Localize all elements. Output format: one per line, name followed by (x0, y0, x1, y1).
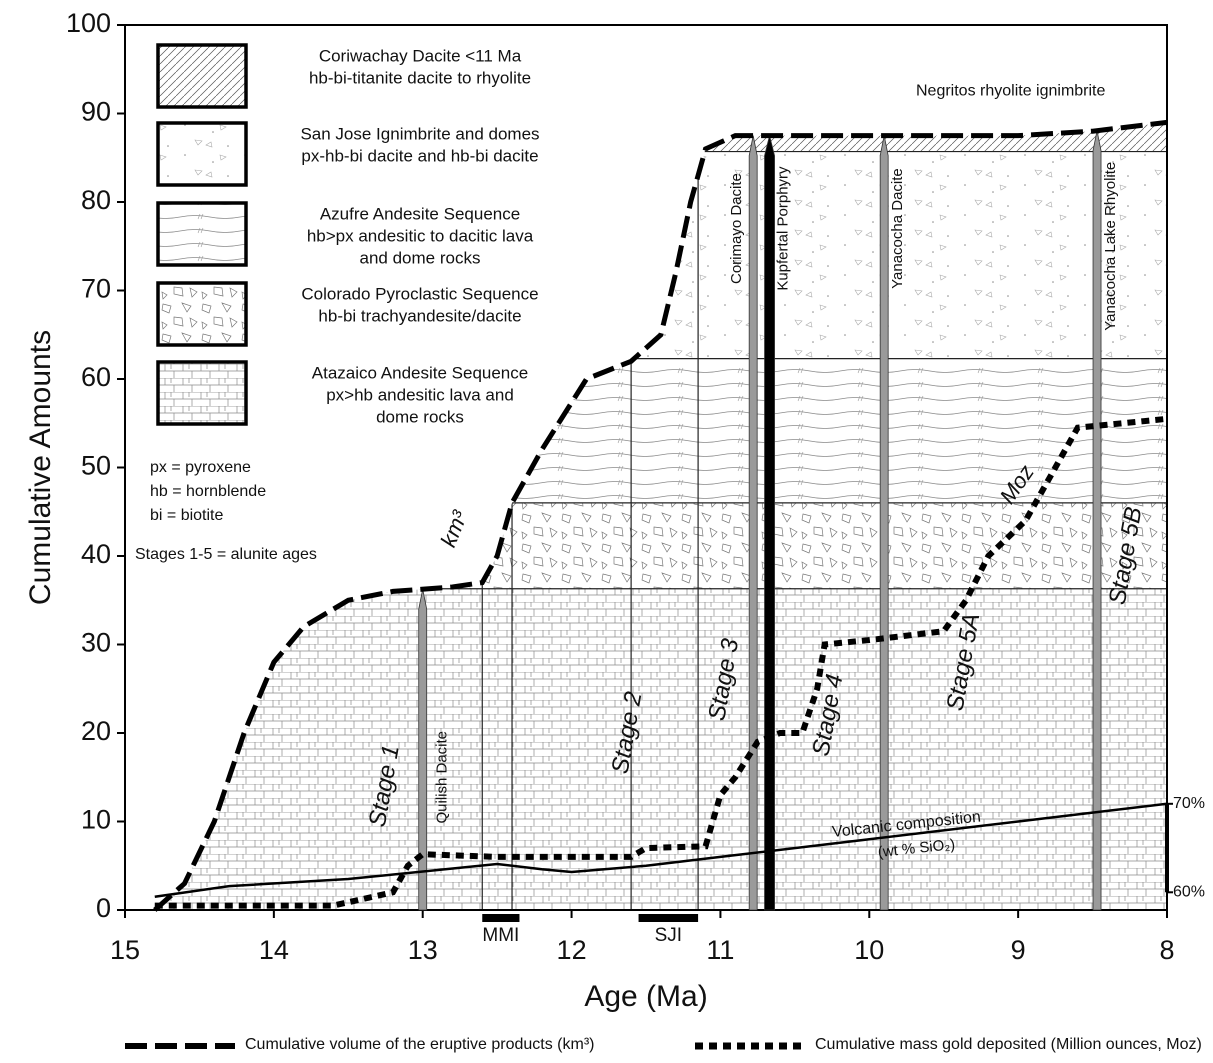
period-label: SJI (655, 925, 682, 946)
unit-text: hb>px andesitic to dacitic lava (307, 226, 534, 245)
note: hb = hornblende (150, 483, 266, 500)
period-label: MMI (482, 925, 519, 946)
legend-label: Cumulative mass gold deposited (Million … (815, 1036, 1202, 1053)
event-label: Corimayo Dacite (728, 173, 745, 284)
unit-swatch (156, 281, 248, 347)
event-bar (1092, 130, 1102, 911)
x-tick-label: 10 (854, 935, 884, 965)
x-axis-label: Age (Ma) (584, 980, 707, 1013)
y-tick-label: 50 (81, 451, 111, 481)
unit-swatch (156, 121, 248, 187)
unit-text: dome rocks (376, 407, 464, 426)
legend-label: Cumulative volume of the eruptive produc… (245, 1036, 594, 1053)
x-tick-label: 14 (259, 935, 289, 965)
unit-text: Azufre Andesite Sequence (320, 204, 520, 223)
period-bar (482, 914, 520, 922)
note: Stages 1-5 = alunite ages (135, 546, 317, 563)
y-tick-label: 90 (81, 97, 111, 127)
y-tick-label: 10 (81, 805, 111, 835)
unit-text: Atazaico Andesite Sequence (312, 363, 528, 382)
y-tick-label: 30 (81, 628, 111, 658)
x-tick-label: 15 (110, 935, 140, 965)
note: bi = biotite (150, 507, 223, 524)
note: px = pyroxene (150, 459, 251, 476)
y-tick-label: 70 (81, 274, 111, 304)
y-tick-label: 60 (81, 362, 111, 392)
event-label: Yanacocha Lake Rhyolite (1102, 162, 1119, 331)
y-tick-label: 100 (66, 8, 111, 38)
curve-label: km³ (435, 507, 472, 551)
y2-tick-label: 60% (1173, 884, 1205, 901)
unit-fills (154, 122, 1167, 910)
x-tick-label: 11 (706, 935, 734, 965)
unit-swatch (156, 360, 248, 426)
unit-text: px-hb-bi dacite and hb-bi dacite (301, 146, 538, 165)
unit-text: px>hb andesitic lava and (326, 385, 514, 404)
unit-fill (154, 151, 1167, 359)
y-tick-label: 0 (96, 893, 111, 923)
x-tick-label: 9 (1011, 935, 1026, 965)
unit-text: hb-bi-titanite dacite to rhyolite (309, 68, 531, 87)
y-tick-label: 20 (81, 716, 111, 746)
unit-fill (154, 588, 1167, 910)
period-bar (638, 914, 699, 922)
event-bar (764, 135, 775, 911)
x-tick-label: 12 (557, 935, 587, 965)
unit-swatch (156, 201, 248, 267)
y-tick-label: 40 (81, 539, 111, 569)
y-tick-label: 80 (81, 185, 111, 215)
y2-tick-label: 70% (1173, 795, 1205, 812)
series-line (154, 415, 1168, 909)
unit-text: San Jose Ignimbrite and domes (300, 124, 539, 143)
event-bar (879, 135, 889, 911)
unit-text: Coriwachay Dacite <11 Ma (319, 46, 522, 65)
event-label: Yanacocha Dacite (889, 168, 906, 289)
event-label: Quilish Dacite (434, 731, 451, 824)
unit-text: and dome rocks (360, 248, 481, 267)
event-bar (418, 589, 428, 911)
series-line (154, 802, 1168, 898)
unit-text: Colorado Pyroclastic Sequence (301, 284, 538, 303)
top-note: Negritos rhyolite ignimbrite (916, 83, 1106, 100)
y-axis-label: Cumulative Amounts (24, 330, 57, 605)
unit-text: hb-bi trachyandesite/dacite (318, 306, 521, 325)
x-tick-label: 8 (1159, 935, 1174, 965)
unit-swatch (156, 43, 248, 109)
x-tick-label: 13 (408, 935, 438, 965)
event-label: Kupfertal Porphyry (775, 166, 792, 291)
event-bar (748, 135, 758, 911)
